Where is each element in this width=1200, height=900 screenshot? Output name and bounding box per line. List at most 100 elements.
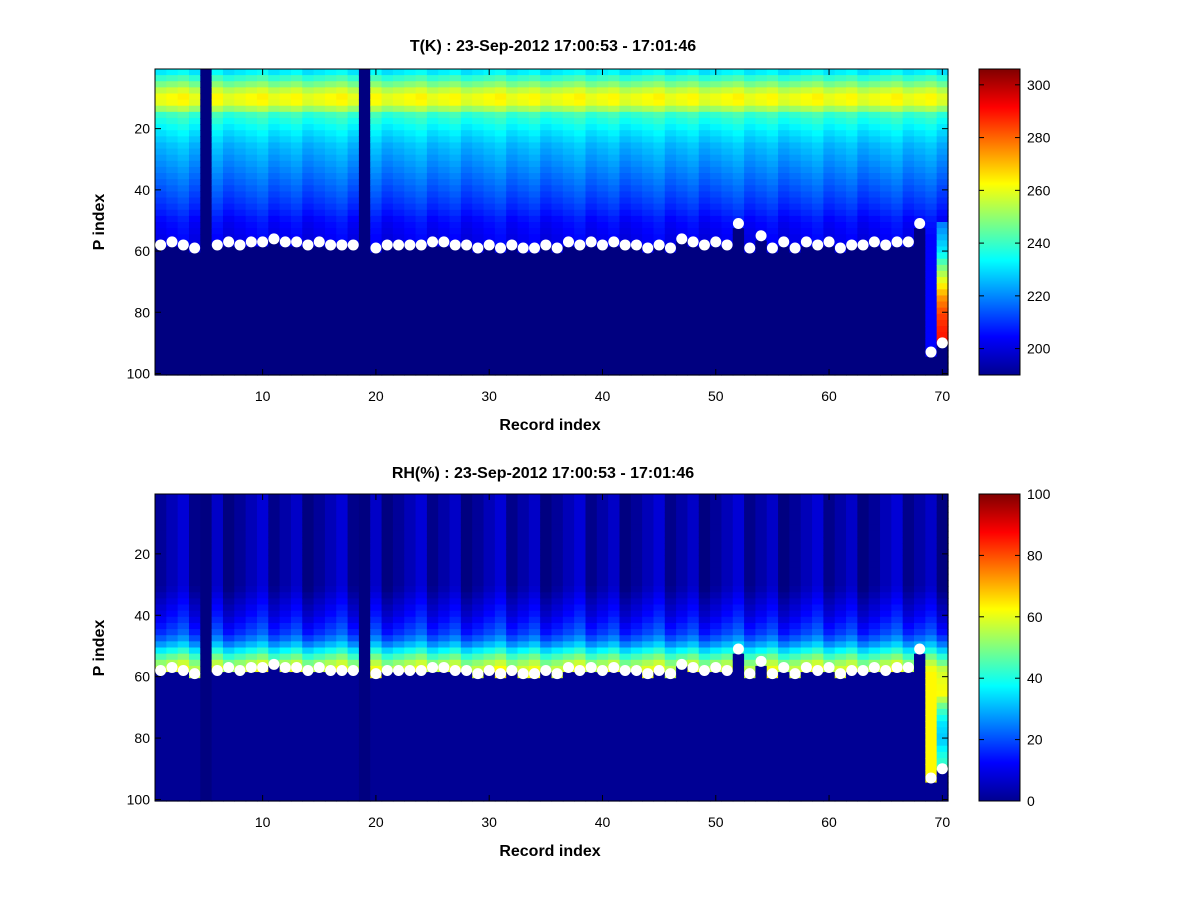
heatmap-cell (268, 770, 281, 778)
heatmap-cell (336, 93, 349, 101)
surface-marker (744, 242, 756, 254)
heatmap-cell (211, 191, 224, 199)
heatmap-cell (279, 561, 292, 569)
heatmap-cell (155, 166, 167, 174)
heatmap-cell (812, 185, 824, 192)
heatmap-cell (222, 794, 235, 802)
heatmap-cell (313, 696, 326, 704)
heatmap-cell (347, 500, 360, 507)
heatmap-cell (155, 610, 167, 618)
heatmap-cell (868, 111, 881, 119)
heatmap-cell (336, 598, 349, 606)
heatmap-cell (211, 75, 224, 82)
heatmap-cell (494, 368, 507, 376)
heatmap-cell (823, 87, 836, 95)
heatmap-cell (324, 721, 337, 728)
heatmap-cell (812, 203, 824, 211)
heatmap-cell (347, 99, 360, 107)
heatmap-cell (494, 136, 507, 144)
heatmap-cell (585, 130, 598, 137)
heatmap-cell (812, 173, 824, 180)
heatmap-cell (211, 234, 224, 241)
surface-marker (585, 236, 597, 248)
heatmap-cell (812, 295, 824, 303)
heatmap-cell (891, 326, 904, 333)
heatmap-cell (381, 598, 394, 606)
heatmap-cell (347, 142, 360, 150)
heatmap-cell (358, 727, 371, 735)
heatmap-cell (800, 295, 813, 303)
heatmap-cell (687, 270, 700, 278)
heatmap-cell (710, 117, 723, 125)
heatmap-cell (166, 81, 179, 88)
heatmap-cell (483, 234, 496, 241)
heatmap-cell (211, 173, 224, 180)
heatmap-cell (449, 344, 462, 352)
heatmap-cell (290, 209, 303, 217)
heatmap-cell (268, 727, 281, 735)
heatmap-cell (177, 264, 190, 272)
heatmap-cell (392, 678, 405, 685)
heatmap-cell (880, 277, 892, 284)
heatmap-cell (313, 301, 326, 309)
heatmap-cell (302, 715, 315, 722)
heatmap-cell (880, 160, 892, 168)
heatmap-cell (778, 283, 790, 290)
heatmap-cell (347, 494, 360, 501)
heatmap-cell (166, 751, 179, 759)
heatmap-cell (925, 228, 938, 235)
heatmap-cell (245, 567, 258, 575)
heatmap-cell (245, 708, 258, 716)
heatmap-cell (460, 234, 473, 241)
heatmap-cell (347, 191, 360, 199)
heatmap-cell (619, 368, 632, 376)
heatmap-cell (358, 350, 371, 358)
colorbar-tick-label: 300 (1027, 77, 1051, 93)
heatmap-cell (676, 332, 689, 339)
heatmap-cell (676, 295, 689, 303)
heatmap-cell (392, 500, 405, 507)
heatmap-cell (347, 715, 360, 722)
heatmap-cell (426, 555, 439, 563)
heatmap-cell (755, 105, 768, 113)
heatmap-cell (744, 228, 757, 235)
heatmap-cell (732, 75, 745, 82)
heatmap-cell (800, 87, 813, 95)
heatmap-cell (404, 708, 417, 716)
heatmap-cell (438, 87, 451, 95)
heatmap-cell (381, 659, 394, 667)
heatmap-cell (155, 105, 167, 113)
heatmap-cell (596, 277, 609, 284)
heatmap-cell (778, 307, 790, 315)
heatmap-cell (268, 295, 281, 303)
heatmap-cell (347, 696, 360, 704)
heatmap-cell (347, 222, 360, 229)
heatmap-cell (698, 270, 711, 278)
heatmap-cell (324, 573, 337, 581)
heatmap-cell (596, 209, 609, 217)
heatmap-cell (562, 111, 575, 119)
heatmap-cell (483, 215, 496, 223)
heatmap-cell (438, 338, 451, 345)
heatmap-cell (245, 702, 258, 710)
heatmap-cell (710, 258, 723, 266)
heatmap-cell (336, 295, 349, 303)
heatmap-cell (370, 136, 383, 144)
heatmap-cell (279, 579, 292, 587)
heatmap-cell (177, 604, 190, 612)
heatmap-cell (234, 264, 247, 272)
heatmap-cell (155, 512, 167, 520)
heatmap-cell (517, 81, 530, 88)
heatmap-cell (415, 635, 428, 642)
heatmap-cell (834, 344, 847, 352)
heatmap-cell (800, 81, 813, 88)
heatmap-cell (483, 99, 496, 107)
heatmap-cell (313, 604, 326, 612)
heatmap-cell (574, 87, 587, 95)
heatmap-cell (234, 549, 247, 556)
heatmap-cell (404, 788, 417, 796)
heatmap-cell (846, 117, 858, 125)
heatmap-cell (177, 283, 190, 290)
heatmap-cell (324, 788, 337, 796)
heatmap-cell (256, 130, 269, 137)
